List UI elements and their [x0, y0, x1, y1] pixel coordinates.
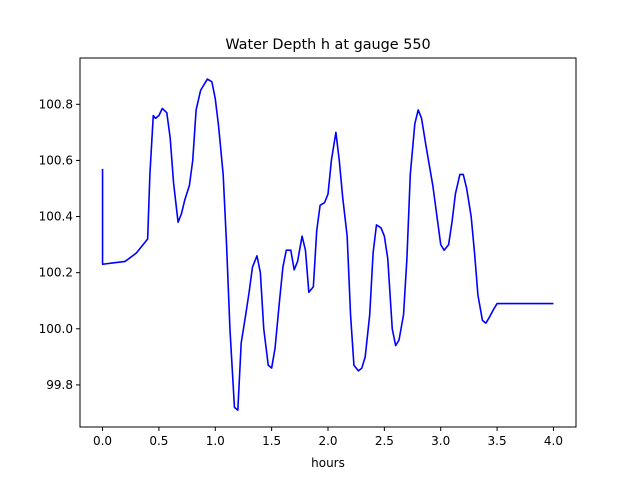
y-tick-label: 100.2	[39, 266, 73, 280]
y-tick-label: 100.0	[39, 322, 73, 336]
x-tick-label: 4.0	[544, 434, 563, 448]
x-tick-label: 2.0	[318, 434, 337, 448]
y-tick-label: 100.4	[39, 210, 73, 224]
series-line-0	[101, 78, 554, 411]
x-tick-label: 2.5	[375, 434, 394, 448]
y-tick-label: 100.6	[39, 153, 73, 167]
x-tick-label: 3.0	[431, 434, 450, 448]
x-tick-label: 3.5	[488, 434, 507, 448]
x-axis: 0.0 0.5 1.0 1.5 2.0 2.5 3.0 3.5 4.0	[93, 427, 563, 448]
y-tick-label: 100.8	[39, 97, 73, 111]
y-tick-label: 99.8	[46, 378, 73, 392]
x-tick-label: 0.5	[149, 434, 168, 448]
axes-frame	[79, 57, 577, 428]
plot-area	[101, 78, 554, 411]
x-tick-label: 1.0	[206, 434, 225, 448]
x-axis-label: hours	[311, 456, 345, 470]
x-tick-label: 0.0	[93, 434, 112, 448]
x-tick-label: 1.5	[262, 434, 281, 448]
chart-title: Water Depth h at gauge 550	[225, 37, 430, 53]
y-axis: 99.8 100.0 100.2 100.4 100.6 100.8	[39, 97, 80, 392]
